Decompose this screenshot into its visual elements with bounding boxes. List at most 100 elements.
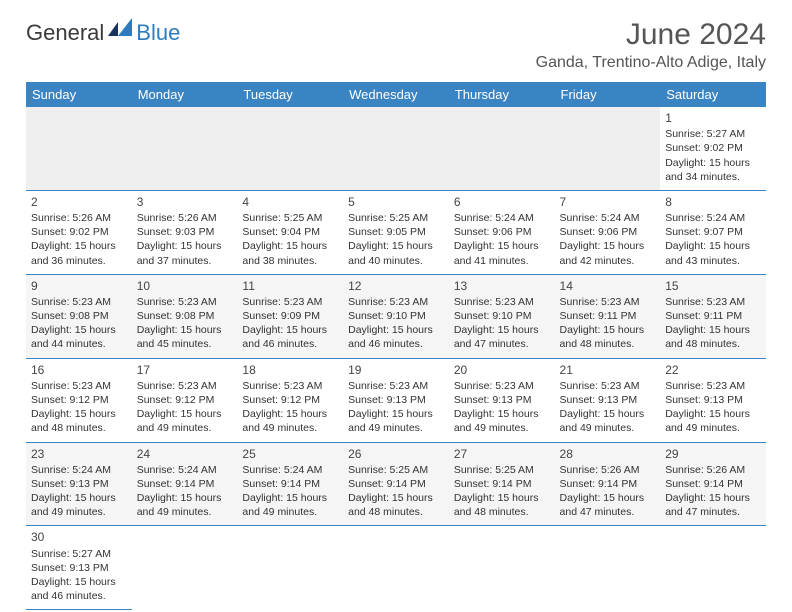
sunset-line: Sunset: 9:06 PM <box>454 225 550 239</box>
day-number: 19 <box>348 362 444 378</box>
daylight-line: Daylight: 15 hours and 49 minutes. <box>348 407 444 435</box>
calendar-empty <box>26 107 132 190</box>
daylight-line: Daylight: 15 hours and 36 minutes. <box>31 239 127 267</box>
calendar-week: 9Sunrise: 5:23 AMSunset: 9:08 PMDaylight… <box>26 274 766 358</box>
sunset-line: Sunset: 9:13 PM <box>454 393 550 407</box>
day-number: 2 <box>31 194 127 210</box>
brand-logo: General Blue <box>26 18 180 48</box>
sunset-line: Sunset: 9:14 PM <box>242 477 338 491</box>
sunset-line: Sunset: 9:08 PM <box>137 309 233 323</box>
calendar-day: 3Sunrise: 5:26 AMSunset: 9:03 PMDaylight… <box>132 190 238 274</box>
daylight-line: Daylight: 15 hours and 47 minutes. <box>454 323 550 351</box>
sunrise-line: Sunrise: 5:23 AM <box>560 295 656 309</box>
daylight-line: Daylight: 15 hours and 49 minutes. <box>560 407 656 435</box>
daylight-line: Daylight: 15 hours and 49 minutes. <box>665 407 761 435</box>
sunset-line: Sunset: 9:13 PM <box>665 393 761 407</box>
day-header: Saturday <box>660 82 766 107</box>
calendar-day: 18Sunrise: 5:23 AMSunset: 9:12 PMDayligh… <box>237 358 343 442</box>
sunrise-line: Sunrise: 5:26 AM <box>137 211 233 225</box>
daylight-line: Daylight: 15 hours and 46 minutes. <box>31 575 127 603</box>
daylight-line: Daylight: 15 hours and 49 minutes. <box>242 491 338 519</box>
sunset-line: Sunset: 9:12 PM <box>137 393 233 407</box>
daylight-line: Daylight: 15 hours and 48 minutes. <box>454 491 550 519</box>
daylight-line: Daylight: 15 hours and 48 minutes. <box>348 491 444 519</box>
day-number: 21 <box>560 362 656 378</box>
calendar-week: 23Sunrise: 5:24 AMSunset: 9:13 PMDayligh… <box>26 442 766 526</box>
title-block: June 2024 Ganda, Trentino-Alto Adige, It… <box>536 18 766 72</box>
calendar-day: 13Sunrise: 5:23 AMSunset: 9:10 PMDayligh… <box>449 274 555 358</box>
daylight-line: Daylight: 15 hours and 47 minutes. <box>665 491 761 519</box>
sunrise-line: Sunrise: 5:23 AM <box>348 295 444 309</box>
sunset-line: Sunset: 9:10 PM <box>454 309 550 323</box>
header: General Blue June 2024 Ganda, Trentino-A… <box>26 18 766 72</box>
daylight-line: Daylight: 15 hours and 46 minutes. <box>348 323 444 351</box>
calendar-week: 1Sunrise: 5:27 AMSunset: 9:02 PMDaylight… <box>26 107 766 190</box>
sunset-line: Sunset: 9:03 PM <box>137 225 233 239</box>
calendar-day: 1Sunrise: 5:27 AMSunset: 9:02 PMDaylight… <box>660 107 766 190</box>
calendar-week: 16Sunrise: 5:23 AMSunset: 9:12 PMDayligh… <box>26 358 766 442</box>
day-header: Friday <box>555 82 661 107</box>
calendar-empty <box>555 526 661 610</box>
day-number: 26 <box>348 446 444 462</box>
day-header: Tuesday <box>237 82 343 107</box>
calendar-day: 28Sunrise: 5:26 AMSunset: 9:14 PMDayligh… <box>555 442 661 526</box>
day-header: Monday <box>132 82 238 107</box>
sunset-line: Sunset: 9:11 PM <box>560 309 656 323</box>
daylight-line: Daylight: 15 hours and 49 minutes. <box>454 407 550 435</box>
calendar-day: 14Sunrise: 5:23 AMSunset: 9:11 PMDayligh… <box>555 274 661 358</box>
day-number: 27 <box>454 446 550 462</box>
day-number: 15 <box>665 278 761 294</box>
day-number: 10 <box>137 278 233 294</box>
daylight-line: Daylight: 15 hours and 40 minutes. <box>348 239 444 267</box>
calendar-day: 24Sunrise: 5:24 AMSunset: 9:14 PMDayligh… <box>132 442 238 526</box>
calendar-day: 11Sunrise: 5:23 AMSunset: 9:09 PMDayligh… <box>237 274 343 358</box>
day-number: 8 <box>665 194 761 210</box>
day-number: 4 <box>242 194 338 210</box>
calendar-day: 7Sunrise: 5:24 AMSunset: 9:06 PMDaylight… <box>555 190 661 274</box>
calendar-day: 25Sunrise: 5:24 AMSunset: 9:14 PMDayligh… <box>237 442 343 526</box>
day-number: 17 <box>137 362 233 378</box>
calendar-day: 19Sunrise: 5:23 AMSunset: 9:13 PMDayligh… <box>343 358 449 442</box>
calendar-day: 8Sunrise: 5:24 AMSunset: 9:07 PMDaylight… <box>660 190 766 274</box>
sunrise-line: Sunrise: 5:24 AM <box>31 463 127 477</box>
sunset-line: Sunset: 9:12 PM <box>31 393 127 407</box>
sunset-line: Sunset: 9:14 PM <box>665 477 761 491</box>
calendar-day: 9Sunrise: 5:23 AMSunset: 9:08 PMDaylight… <box>26 274 132 358</box>
sunrise-line: Sunrise: 5:23 AM <box>560 379 656 393</box>
calendar-day: 21Sunrise: 5:23 AMSunset: 9:13 PMDayligh… <box>555 358 661 442</box>
calendar-day: 29Sunrise: 5:26 AMSunset: 9:14 PMDayligh… <box>660 442 766 526</box>
day-number: 28 <box>560 446 656 462</box>
calendar-head: SundayMondayTuesdayWednesdayThursdayFrid… <box>26 82 766 107</box>
daylight-line: Daylight: 15 hours and 48 minutes. <box>560 323 656 351</box>
day-header: Thursday <box>449 82 555 107</box>
sunrise-line: Sunrise: 5:24 AM <box>560 211 656 225</box>
calendar-empty <box>237 526 343 610</box>
day-number: 1 <box>665 110 761 126</box>
sunrise-line: Sunrise: 5:23 AM <box>137 379 233 393</box>
calendar-day: 16Sunrise: 5:23 AMSunset: 9:12 PMDayligh… <box>26 358 132 442</box>
month-title: June 2024 <box>536 18 766 52</box>
sunset-line: Sunset: 9:13 PM <box>560 393 656 407</box>
sunset-line: Sunset: 9:11 PM <box>665 309 761 323</box>
sunrise-line: Sunrise: 5:25 AM <box>348 463 444 477</box>
sunrise-line: Sunrise: 5:23 AM <box>242 295 338 309</box>
calendar-day: 27Sunrise: 5:25 AMSunset: 9:14 PMDayligh… <box>449 442 555 526</box>
sunset-line: Sunset: 9:10 PM <box>348 309 444 323</box>
sunrise-line: Sunrise: 5:27 AM <box>665 127 761 141</box>
calendar-empty <box>343 526 449 610</box>
calendar-day: 10Sunrise: 5:23 AMSunset: 9:08 PMDayligh… <box>132 274 238 358</box>
calendar-empty <box>132 107 238 190</box>
calendar-day: 17Sunrise: 5:23 AMSunset: 9:12 PMDayligh… <box>132 358 238 442</box>
day-number: 18 <box>242 362 338 378</box>
day-number: 25 <box>242 446 338 462</box>
sunset-line: Sunset: 9:12 PM <box>242 393 338 407</box>
sunrise-line: Sunrise: 5:23 AM <box>137 295 233 309</box>
daylight-line: Daylight: 15 hours and 38 minutes. <box>242 239 338 267</box>
daylight-line: Daylight: 15 hours and 49 minutes. <box>242 407 338 435</box>
day-header: Sunday <box>26 82 132 107</box>
sunrise-line: Sunrise: 5:24 AM <box>137 463 233 477</box>
day-header: Wednesday <box>343 82 449 107</box>
sunrise-line: Sunrise: 5:26 AM <box>560 463 656 477</box>
calendar-empty <box>449 526 555 610</box>
sunset-line: Sunset: 9:05 PM <box>348 225 444 239</box>
